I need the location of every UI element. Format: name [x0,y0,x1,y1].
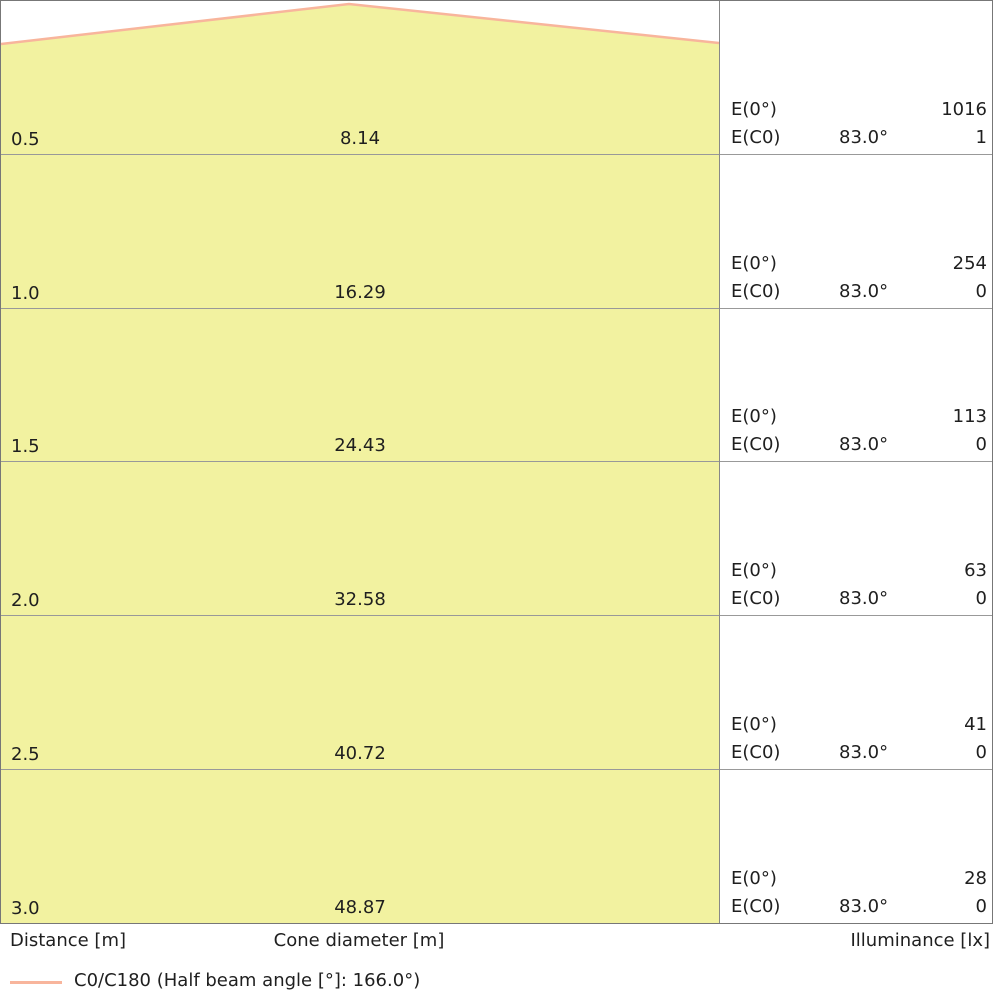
ec0-line: E(C0) 83.0° 0 [731,585,987,613]
e0-value: 63 [964,560,987,582]
ec0-value: 0 [975,280,987,302]
e0-label: E(0°) [731,714,777,736]
ec0-angle: 83.0° [839,126,889,148]
e0-line: E(0°) 28 [731,865,987,893]
ec0-value: 0 [975,434,987,456]
ec0-line: E(C0) 83.0° 0 [731,893,987,921]
table-row: 2.5 40.72 E(0°) 41 E(C0) 83.0° 0 [1,616,992,771]
distance-label: 1.0 [11,282,40,304]
cone-diameter-value: 40.72 [334,743,386,765]
illuminance-block: E(0°) 113 E(C0) 83.0° 0 [731,403,987,459]
e0-label: E(0°) [731,867,777,889]
ec0-line: E(C0) 83.0° 1 [731,124,987,152]
ec0-value: 0 [975,742,987,764]
distance-label: 0.5 [11,128,40,150]
illuminance-block: E(0°) 28 E(C0) 83.0° 0 [731,865,987,921]
illuminance-block: E(0°) 254 E(C0) 83.0° 0 [731,250,987,306]
e0-line: E(0°) 1016 [731,96,987,124]
e0-line: E(0°) 63 [731,557,987,585]
ec0-label: E(C0) [731,895,781,917]
ec0-label: E(C0) [731,126,781,148]
table-row: 1.5 24.43 E(0°) 113 E(C0) 83.0° 0 [1,309,992,463]
ec0-angle: 83.0° [839,895,889,917]
illuminance-block: E(0°) 63 E(C0) 83.0° 0 [731,557,987,613]
illuminance-block: E(0°) 1016 E(C0) 83.0° 1 [731,96,987,152]
distance-axis-label: Distance [m] [10,930,127,951]
distance-label: 2.5 [11,744,40,766]
legend: C0/C180 (Half beam angle [°]: 166.0°) [0,968,993,998]
light-cone-diagram: 0.5 8.14 E(0°) 1016 E(C0) 83.0° 1 1.0 16… [0,0,993,924]
e0-value: 254 [952,252,987,274]
e0-label: E(0°) [731,252,777,274]
ec0-value: 1 [975,126,987,148]
ec0-line: E(C0) 83.0° 0 [731,739,987,767]
ec0-angle: 83.0° [839,434,889,456]
ec0-label: E(C0) [731,434,781,456]
table-row: 1.0 16.29 E(0°) 254 E(C0) 83.0° 0 [1,155,992,309]
e0-label: E(0°) [731,406,777,428]
e0-value: 28 [964,867,987,889]
ec0-angle: 83.0° [839,588,889,610]
ec0-value: 0 [975,895,987,917]
e0-line: E(0°) 41 [731,711,987,739]
ec0-angle: 83.0° [839,280,889,302]
e0-value: 113 [952,406,987,428]
e0-value: 41 [964,714,987,736]
e0-label: E(0°) [731,560,777,582]
cone-rows: 0.5 8.14 E(0°) 1016 E(C0) 83.0° 1 1.0 16… [1,1,992,923]
column-divider [719,1,720,923]
ec0-angle: 83.0° [839,742,889,764]
illuminance-block: E(0°) 41 E(C0) 83.0° 0 [731,711,987,767]
e0-label: E(0°) [731,98,777,120]
table-row: 3.0 48.87 E(0°) 28 E(C0) 83.0° 0 [1,770,992,923]
cone-diameter-value: 48.87 [334,896,386,918]
ec0-value: 0 [975,588,987,610]
distance-label: 2.0 [11,590,40,612]
c0-c180-line-swatch [10,981,62,984]
cone-diameter-value: 8.14 [339,127,381,149]
cone-diameter-value: 24.43 [334,435,386,457]
legend-label: C0/C180 (Half beam angle [°]: 166.0°) [74,970,421,991]
e0-line: E(0°) 113 [731,403,987,431]
ec0-label: E(C0) [731,588,781,610]
ec0-line: E(C0) 83.0° 0 [731,431,987,459]
ec0-label: E(C0) [731,280,781,302]
e0-value: 1016 [941,98,987,120]
e0-line: E(0°) 254 [731,250,987,278]
table-row: 2.0 32.58 E(0°) 63 E(C0) 83.0° 0 [1,462,992,617]
cone-diameter-value: 16.29 [334,281,386,303]
axis-labels: Distance [m] Cone diameter [m] Illuminan… [0,930,993,956]
cone-diameter-axis-label: Cone diameter [m] [273,930,445,951]
table-row: 0.5 8.14 E(0°) 1016 E(C0) 83.0° 1 [1,1,992,155]
ec0-line: E(C0) 83.0° 0 [731,278,987,306]
cone-diameter-value: 32.58 [334,589,386,611]
ec0-label: E(C0) [731,742,781,764]
cone-shape [1,2,719,923]
illuminance-axis-label: Illuminance [lx] [850,930,991,951]
distance-label: 1.5 [11,436,40,458]
distance-label: 3.0 [11,897,40,919]
